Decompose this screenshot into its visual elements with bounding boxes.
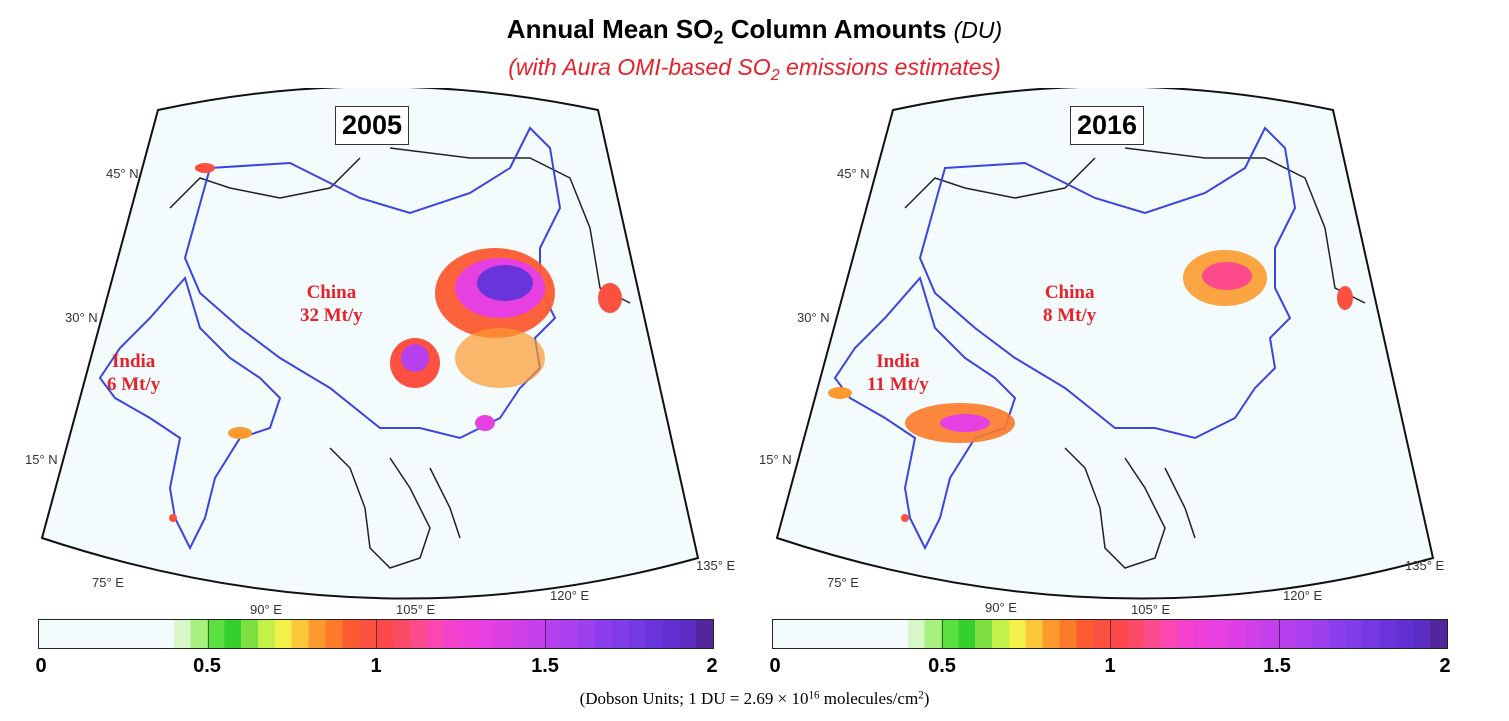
lon-label-90: 90° E <box>985 600 1017 615</box>
china-label: China 32 Mt/y <box>300 282 363 326</box>
figure-subtitle: (with Aura OMI-based SO2 emissions estim… <box>508 54 1001 84</box>
colorbar-gridline <box>941 620 943 648</box>
so2-hotspot-china-peak <box>477 265 533 301</box>
lon-label-120: 120° E <box>550 588 590 603</box>
sea-asia-borders <box>1064 447 1196 569</box>
so2-hotspot-north <box>195 163 215 173</box>
lat-label-15: 15° N <box>25 452 58 467</box>
lat-label-30: 30° N <box>797 310 830 325</box>
so2-hotspot-central <box>455 328 545 388</box>
colorbar-gridline <box>376 620 377 648</box>
so2-hotspot-sichuan-core <box>401 344 429 372</box>
so2-hotspot-japan <box>1337 286 1353 310</box>
border-lines <box>169 147 631 304</box>
lon-label-90: 90° E <box>250 602 282 617</box>
so2-hotspot-south <box>475 415 495 431</box>
so2-hotspot-india <box>228 427 252 439</box>
colorbar-gridline <box>544 620 546 648</box>
colorbar-tick-2: 2 <box>1439 655 1451 677</box>
colorbar-tick-0: 0 <box>769 655 781 677</box>
colorbar-gridline <box>1278 620 1280 648</box>
lon-label-135: 135° E <box>1405 558 1445 573</box>
colorbar-gridline <box>1110 620 1111 648</box>
colorbar-gridline <box>207 620 209 648</box>
border-lines <box>904 147 1366 304</box>
colorbar-tick-0.5: 0.5 <box>928 655 956 677</box>
india-boundary <box>833 275 1017 551</box>
lon-label-75: 75° E <box>827 575 859 590</box>
map-panel-2016: 2016 China 8 Mt/y India 11 Mt/y 45° N 30° … <box>759 85 1455 648</box>
so2-hotspot-india-west <box>828 387 852 399</box>
lon-label-135-left: 135° E <box>696 558 736 573</box>
sea-asia-borders <box>329 447 461 569</box>
china-boundary <box>918 126 1297 440</box>
colorbar-tick-2: 2 <box>706 655 718 677</box>
figure-title: Annual Mean SO2 Column Amounts (DU) <box>506 14 1003 48</box>
map-canvas <box>775 85 1435 600</box>
map-canvas <box>40 85 700 600</box>
india-label: India 11 Mt/y <box>867 351 929 395</box>
year-label: 2016 <box>1070 106 1145 145</box>
units-footnote: (Dobson Units; 1 DU = 2.69 × 1016 molecu… <box>579 689 930 708</box>
lat-label-15: 15° N <box>759 452 792 467</box>
india-boundary <box>98 275 282 551</box>
lon-label-105: 105° E <box>1131 602 1171 617</box>
so2-hotspot-japan <box>598 283 622 313</box>
map-panel-2005: 2005 China 32 Mt/y India 6 Mt/y 45° N 30° … <box>25 85 720 648</box>
map-frame <box>40 85 700 600</box>
colorbar-tick-0: 0 <box>35 655 47 677</box>
colorbar-tick-1.5: 1.5 <box>531 655 559 677</box>
china-label: China 8 Mt/y <box>1043 282 1097 326</box>
lat-label-45: 45° N <box>106 166 139 181</box>
india-label: India 6 Mt/y <box>107 351 161 395</box>
so2-hotspot-india-core <box>940 414 990 432</box>
lon-label-75: 75° E <box>92 575 124 590</box>
year-label: 2005 <box>335 106 410 145</box>
colorbar-tick-1: 1 <box>1104 655 1116 677</box>
map-frame <box>775 85 1435 600</box>
so2-hotspot-india-south <box>169 514 177 522</box>
colorbar-tick-1.5: 1.5 <box>1263 655 1291 677</box>
colorbar-tick-0.5: 0.5 <box>193 655 221 677</box>
so2-hotspot-china-core <box>1202 262 1252 290</box>
so2-hotspot-india-south <box>901 514 909 522</box>
lon-label-105: 105° E <box>396 602 436 617</box>
colorbar-2016 <box>772 619 1448 649</box>
lat-label-45: 45° N <box>837 166 870 181</box>
colorbar-tick-1: 1 <box>370 655 382 677</box>
lon-label-120: 120° E <box>1283 588 1323 603</box>
colorbar-2005 <box>38 619 714 649</box>
lat-label-30: 30° N <box>65 310 98 325</box>
china-boundary <box>183 126 562 440</box>
